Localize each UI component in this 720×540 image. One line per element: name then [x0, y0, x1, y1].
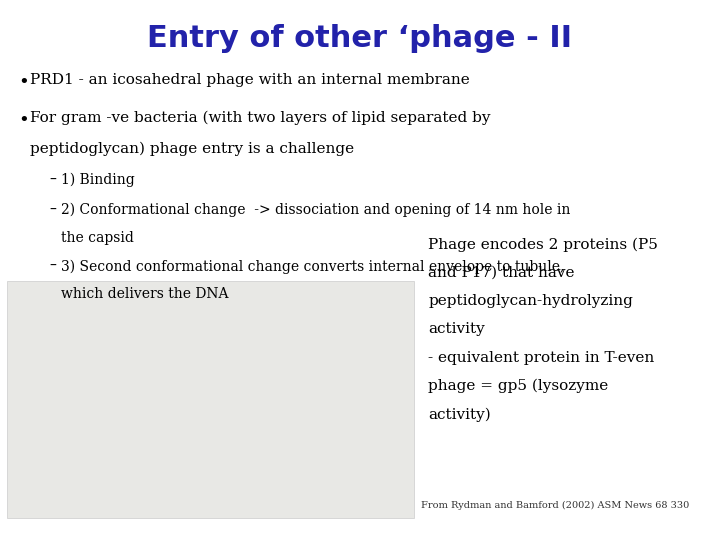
- Text: PRD1 - an icosahedral phage with an internal membrane: PRD1 - an icosahedral phage with an inte…: [30, 73, 470, 87]
- Text: –: –: [49, 173, 56, 187]
- Text: From Rydman and Bamford (2002) ASM News 68 330: From Rydman and Bamford (2002) ASM News …: [421, 501, 690, 510]
- Text: 1) Binding: 1) Binding: [61, 173, 135, 187]
- Text: –: –: [49, 259, 56, 273]
- Text: •: •: [18, 111, 29, 129]
- Text: phage = gp5 (lysozyme: phage = gp5 (lysozyme: [428, 379, 608, 394]
- Text: - equivalent protein in T-even: - equivalent protein in T-even: [428, 351, 654, 365]
- Text: 3) Second conformational change converts internal envelope to tubule,: 3) Second conformational change converts…: [61, 259, 564, 274]
- Text: Phage encodes 2 proteins (P5: Phage encodes 2 proteins (P5: [428, 238, 658, 252]
- Text: For gram -ve bacteria (with two layers of lipid separated by: For gram -ve bacteria (with two layers o…: [30, 111, 491, 125]
- Text: which delivers the DNA: which delivers the DNA: [61, 287, 229, 301]
- Text: peptidoglycan-hydrolyzing: peptidoglycan-hydrolyzing: [428, 294, 634, 308]
- Text: 2) Conformational change  -> dissociation and opening of 14 nm hole in: 2) Conformational change -> dissociation…: [61, 202, 570, 217]
- Text: the capsid: the capsid: [61, 231, 134, 245]
- Text: peptidoglycan) phage entry is a challenge: peptidoglycan) phage entry is a challeng…: [30, 142, 354, 157]
- Text: activity: activity: [428, 322, 485, 336]
- Text: –: –: [49, 202, 56, 217]
- FancyBboxPatch shape: [7, 281, 414, 518]
- Text: Entry of other ‘phage - II: Entry of other ‘phage - II: [148, 24, 572, 53]
- Text: activity): activity): [428, 407, 491, 422]
- Text: and P17) that have: and P17) that have: [428, 266, 575, 280]
- Text: •: •: [18, 73, 29, 91]
